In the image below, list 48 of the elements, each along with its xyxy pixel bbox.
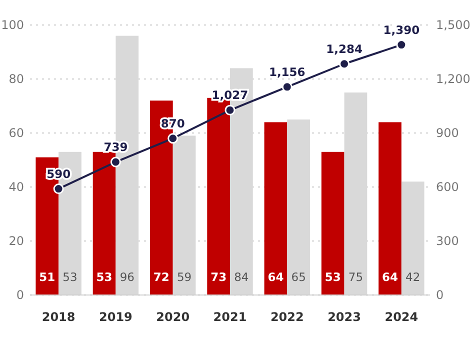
data-label: 64 — [268, 270, 284, 284]
bar — [264, 122, 288, 295]
x-tick-label: 2023 — [328, 310, 361, 324]
point — [282, 82, 292, 92]
data-label: 96 — [120, 270, 134, 284]
y2-tick-label: 1,200 — [436, 72, 470, 86]
x-tick-label: 2024 — [384, 310, 418, 324]
data-label: 1,027 — [212, 88, 248, 102]
y-tick-label: 80 — [8, 72, 24, 86]
y2-tick-label: 900 — [436, 126, 459, 140]
point — [224, 104, 236, 116]
bar — [321, 152, 344, 295]
data-label: 53 — [96, 270, 112, 284]
data-label: 1,390 — [383, 22, 420, 37]
point — [168, 133, 178, 144]
point — [53, 184, 64, 194]
data-label: 75 — [348, 270, 364, 284]
point — [110, 156, 121, 168]
x-tick-label: 2022 — [270, 310, 304, 324]
data-label: 73 — [210, 270, 227, 284]
y-tick-label: 20 — [8, 234, 24, 248]
point — [339, 58, 350, 70]
data-label: 51 — [39, 270, 56, 284]
data-label: 72 — [153, 270, 170, 284]
y-tick-label: 100 — [1, 18, 24, 32]
y2-tick-label: 0 — [436, 288, 444, 302]
y2-tick-label: 1,500 — [436, 18, 470, 32]
data-label: 42 — [406, 270, 420, 284]
y-tick-label: 60 — [8, 126, 24, 140]
data-label: 59 — [176, 270, 192, 284]
data-label: 1,284 — [326, 42, 362, 56]
y-tick-label: 0 — [16, 288, 24, 302]
y2-tick-label: 600 — [436, 180, 459, 194]
x-tick-label: 2019 — [99, 310, 132, 324]
data-label: 64 — [382, 270, 398, 284]
x-tick-label: 2021 — [213, 310, 247, 324]
bar — [378, 122, 402, 295]
data-label: 53 — [324, 270, 341, 284]
x-tick-label: 2020 — [156, 310, 190, 324]
data-label: 65 — [291, 270, 306, 284]
data-label: 1,156 — [268, 64, 306, 79]
bar — [92, 152, 116, 295]
x-tick-label: 2018 — [42, 310, 76, 324]
data-label: 739 — [104, 140, 128, 154]
y-tick-label: 40 — [8, 180, 24, 194]
data-label: 84 — [234, 270, 249, 284]
data-label: 53 — [62, 270, 78, 284]
y2-tick-label: 300 — [436, 234, 459, 248]
